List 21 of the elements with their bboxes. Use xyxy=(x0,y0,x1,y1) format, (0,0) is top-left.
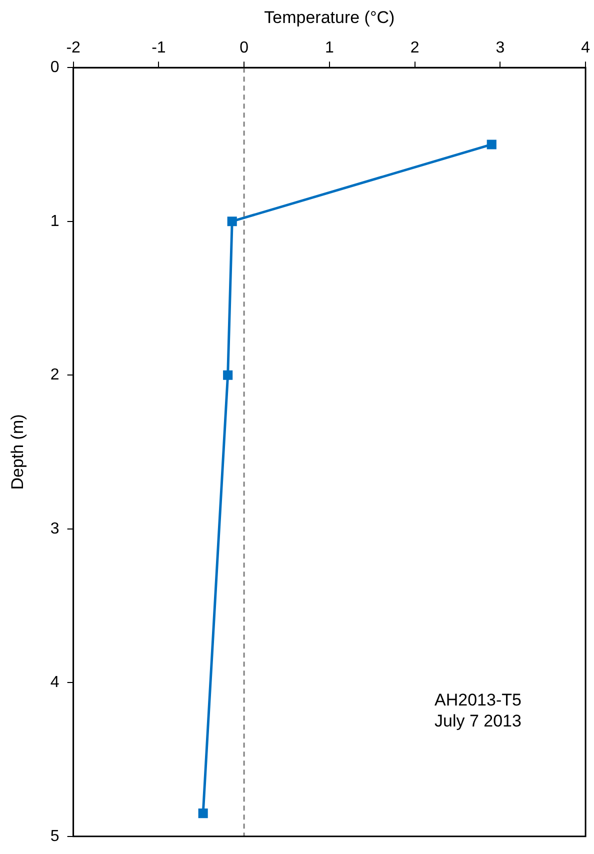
y-axis-title: Depth (m) xyxy=(8,414,27,490)
y-tick-label: 5 xyxy=(50,828,60,845)
y-tick-label: 0 xyxy=(50,59,60,76)
annotation: AH2013-T5 xyxy=(434,690,522,710)
point xyxy=(198,808,208,818)
y-tick-label: 4 xyxy=(50,674,60,692)
annotation: July 7 2013 xyxy=(434,712,522,731)
y-tick-label: 1 xyxy=(50,212,60,230)
x-tick-label: 0 xyxy=(240,39,249,56)
x-tick-label: 1 xyxy=(324,39,334,56)
point xyxy=(223,370,233,380)
x-tick-label: 3 xyxy=(496,39,505,56)
x-tick-label: 4 xyxy=(581,39,590,56)
x-axis-title: Temperature (°C) xyxy=(264,8,395,27)
x-tick-label: -2 xyxy=(66,39,81,56)
x-tick-label: -1 xyxy=(152,39,166,56)
point xyxy=(486,140,496,150)
y-tick-label: 2 xyxy=(50,366,60,384)
y-tick-label: 3 xyxy=(50,520,60,538)
point xyxy=(227,216,237,226)
x-tick-label: 2 xyxy=(410,39,420,56)
